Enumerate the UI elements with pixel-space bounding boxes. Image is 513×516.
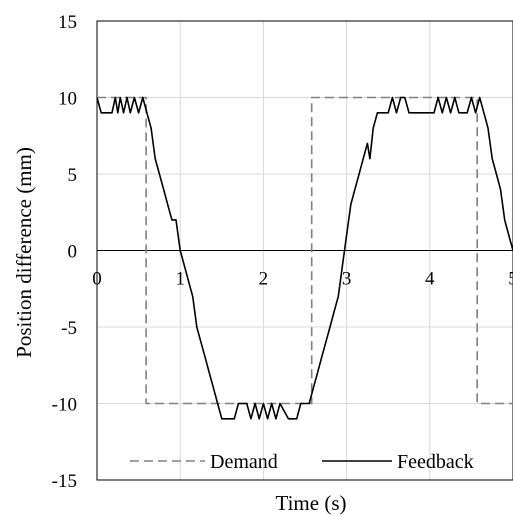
y-tick-label: 0 <box>68 242 78 263</box>
legend-label-feedback: Feedback <box>397 451 474 473</box>
y-tick-label: -10 <box>52 395 77 416</box>
x-tick-labels: 0 1 2 3 4 5 <box>92 269 513 290</box>
legend-label-demand: Demand <box>210 451 278 473</box>
x-tick-label: 5 <box>508 269 513 290</box>
x-tick-label: 1 <box>175 269 185 290</box>
y-tick-label: 10 <box>58 89 77 110</box>
y-tick-label: 15 <box>58 12 77 33</box>
series-line-feedback <box>96 96 513 420</box>
x-tick-label: 0 <box>92 269 102 290</box>
x-axis-title: Time (s) <box>276 491 347 515</box>
y-axis-title: Position difference (mm) <box>12 147 36 358</box>
legend: Demand Feedback <box>130 451 474 473</box>
series-layer <box>96 96 513 420</box>
y-tick-label: -5 <box>61 318 77 339</box>
y-tick-label: -15 <box>52 471 77 492</box>
y-tick-label: 5 <box>68 165 78 186</box>
x-tick-label: 3 <box>342 269 352 290</box>
x-tick-label: 4 <box>425 269 435 290</box>
series-line-demand <box>97 96 513 405</box>
x-tick-label: 2 <box>259 269 269 290</box>
y-tick-labels: 15 10 5 0 -5 -10 -15 <box>52 12 77 492</box>
